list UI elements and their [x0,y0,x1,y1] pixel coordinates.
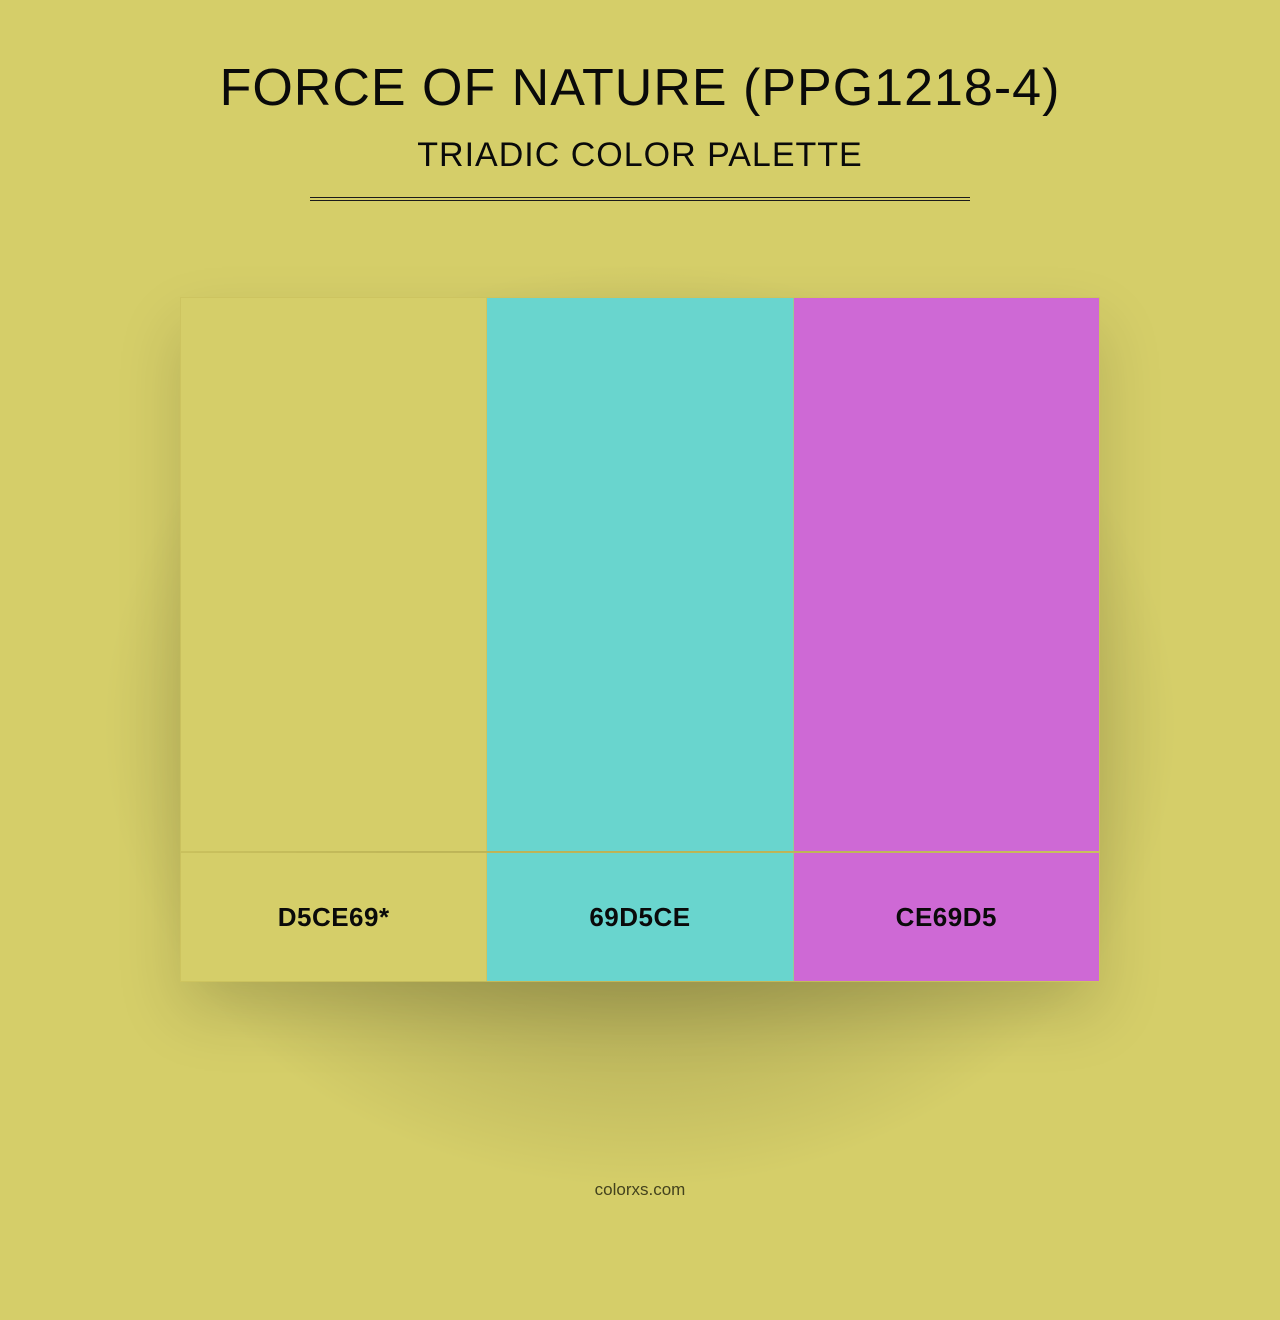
page-subtitle: TRIADIC COLOR PALETTE [417,136,862,175]
swatch-1 [181,298,487,851]
swatch-label-1: D5CE69* [181,853,487,981]
swatch-label-2: 69D5CE [487,853,793,981]
footer-credit: colorxs.com [0,1180,1280,1200]
page-content: FORCE OF NATURE (PPG1218-4) TRIADIC COLO… [0,0,1280,1320]
swatch-label-3: CE69D5 [794,853,1099,981]
swatch-2 [487,298,793,851]
header-divider [310,197,970,201]
swatch-row [180,297,1100,852]
page-title: FORCE OF NATURE (PPG1218-4) [220,58,1061,118]
swatch-3 [794,298,1099,851]
palette-container: D5CE69* 69D5CE CE69D5 [180,297,1100,982]
label-row: D5CE69* 69D5CE CE69D5 [180,852,1100,982]
